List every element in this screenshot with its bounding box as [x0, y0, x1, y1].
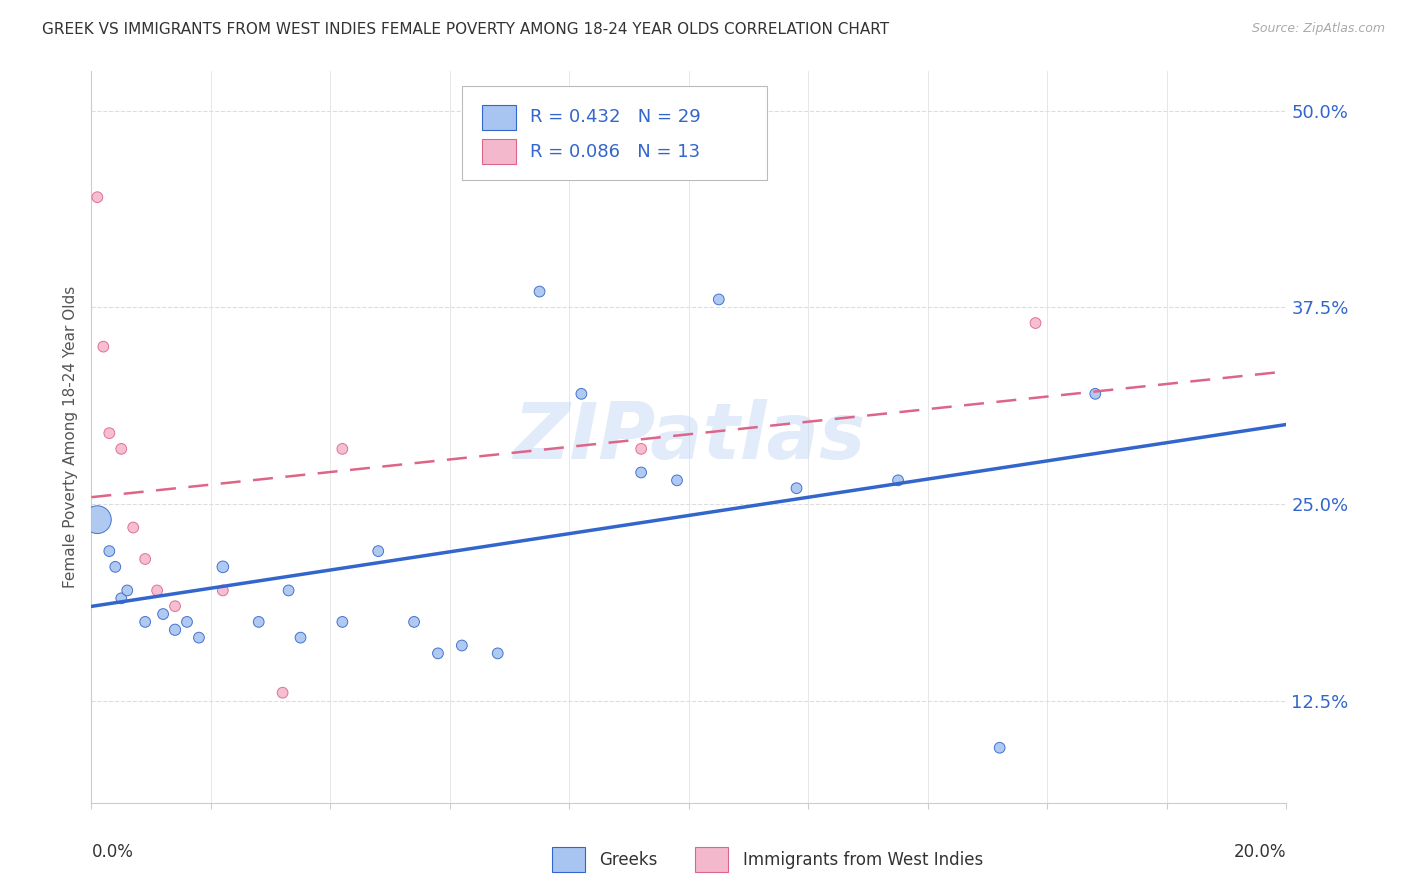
Point	[93, 340, 115, 354]
Text: Immigrants from West Indies: Immigrants from West Indies	[742, 851, 983, 869]
Point	[367, 544, 389, 558]
Point	[146, 583, 169, 598]
Point	[104, 559, 127, 574]
Y-axis label: Female Poverty Among 18-24 Year Olds: Female Poverty Among 18-24 Year Olds	[62, 286, 77, 588]
Text: R = 0.432   N = 29: R = 0.432 N = 29	[530, 109, 700, 127]
FancyBboxPatch shape	[695, 847, 728, 872]
Text: R = 0.086   N = 13: R = 0.086 N = 13	[530, 143, 700, 161]
Point	[86, 190, 108, 204]
Point	[98, 544, 121, 558]
Text: GREEK VS IMMIGRANTS FROM WEST INDIES FEMALE POVERTY AMONG 18-24 YEAR OLDS CORREL: GREEK VS IMMIGRANTS FROM WEST INDIES FEM…	[42, 22, 890, 37]
Point	[988, 740, 1011, 755]
Point	[290, 631, 312, 645]
Text: Greeks: Greeks	[599, 851, 658, 869]
Point	[134, 615, 156, 629]
Point	[247, 615, 270, 629]
Point	[110, 442, 132, 456]
FancyBboxPatch shape	[461, 86, 766, 179]
Text: 20.0%: 20.0%	[1234, 843, 1286, 861]
Point	[486, 646, 509, 660]
Point	[450, 639, 472, 653]
Point	[110, 591, 132, 606]
Point	[427, 646, 450, 660]
Point	[98, 426, 121, 441]
Point	[1024, 316, 1046, 330]
Point	[176, 615, 198, 629]
Point	[571, 387, 593, 401]
Point	[785, 481, 807, 495]
Point	[707, 293, 730, 307]
Point	[1084, 387, 1107, 401]
Text: ZIPatlas: ZIPatlas	[513, 399, 865, 475]
Text: Source: ZipAtlas.com: Source: ZipAtlas.com	[1251, 22, 1385, 36]
Point	[122, 520, 145, 534]
Point	[152, 607, 174, 621]
Point	[163, 623, 186, 637]
FancyBboxPatch shape	[482, 139, 516, 164]
Point	[163, 599, 186, 614]
Point	[630, 442, 652, 456]
Point	[188, 631, 211, 645]
Text: 0.0%: 0.0%	[91, 843, 134, 861]
Point	[211, 559, 233, 574]
FancyBboxPatch shape	[551, 847, 585, 872]
Point	[134, 552, 156, 566]
Point	[630, 466, 652, 480]
Point	[86, 513, 108, 527]
Point	[115, 583, 138, 598]
Point	[277, 583, 299, 598]
FancyBboxPatch shape	[482, 105, 516, 130]
Point	[332, 442, 354, 456]
Point	[332, 615, 354, 629]
Point	[271, 686, 294, 700]
Point	[529, 285, 551, 299]
Point	[211, 583, 233, 598]
Point	[404, 615, 426, 629]
Point	[887, 473, 910, 487]
Point	[666, 473, 689, 487]
